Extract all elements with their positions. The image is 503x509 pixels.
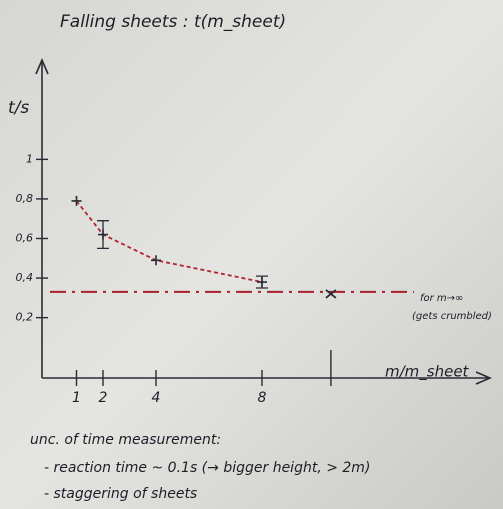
note: - staggering of sheets xyxy=(44,486,197,502)
x-tick-label: 8 xyxy=(258,390,267,406)
chart-title: Falling sheets : t(m_sheet) xyxy=(60,12,286,32)
y-axis-arrow xyxy=(35,57,49,75)
note: - reaction time ~ 0.1s (→ bigger height,… xyxy=(44,460,370,476)
annotation: (gets crumbled) xyxy=(412,311,492,322)
y-tick-label: 0,4 xyxy=(16,271,34,284)
y-tick-label: 1 xyxy=(26,152,33,165)
y-tick-label: 0,6 xyxy=(16,232,34,245)
x-axis-arrow xyxy=(475,371,493,385)
error-bar xyxy=(256,275,268,289)
y-tick-label: 0,8 xyxy=(16,192,34,205)
data-point xyxy=(151,255,161,266)
x-tick-label: 2 xyxy=(99,390,108,406)
fit-curve xyxy=(75,200,263,283)
error-bar xyxy=(97,220,109,250)
x-tick-label: 1 xyxy=(72,390,81,406)
y-axis-label: t/s xyxy=(8,98,29,118)
annotation: for m→∞ xyxy=(420,293,463,304)
data-point xyxy=(325,289,337,299)
x-tick-label: 4 xyxy=(152,390,161,406)
y-tick-label: 0,2 xyxy=(16,311,34,324)
note: unc. of time measurement: xyxy=(30,432,221,448)
x-axis-label: m/m_sheet xyxy=(385,363,470,382)
data-point xyxy=(71,195,82,206)
